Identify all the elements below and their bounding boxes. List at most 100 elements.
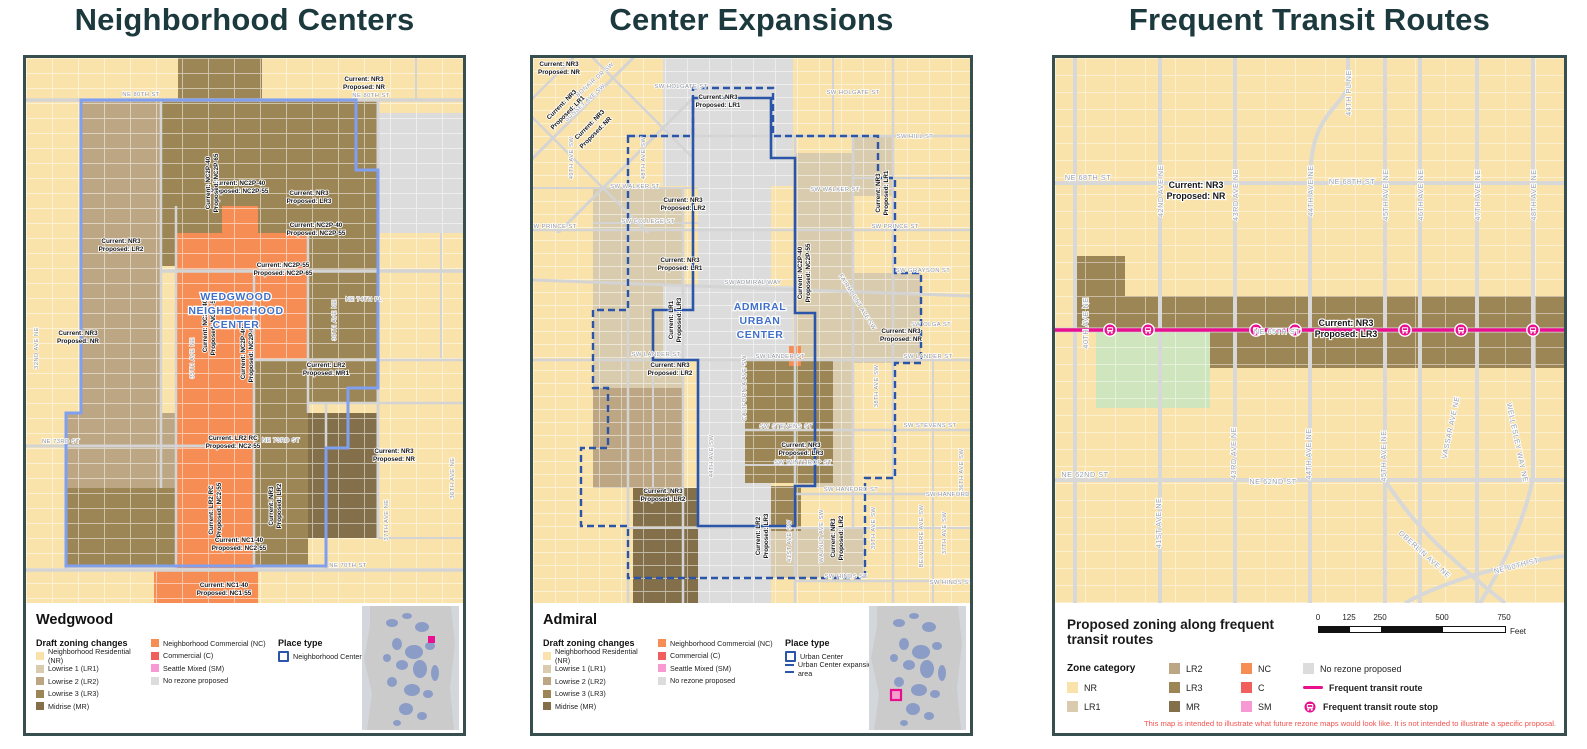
scale-segment bbox=[1319, 627, 1350, 632]
legend-item: LR3 bbox=[1169, 682, 1241, 693]
legend-column: Draft zoning changes Neighborhood Reside… bbox=[36, 637, 142, 713]
zone-label: Proposed: LR1 bbox=[696, 102, 741, 109]
street-label: NE 75TH ST bbox=[259, 264, 296, 270]
legend-label: Neighborhood Center bbox=[293, 651, 362, 661]
zone-label: Proposed: NC2P-65 bbox=[213, 153, 220, 212]
disclaimer-text: This map is intended to illustrate what … bbox=[1144, 719, 1556, 728]
scale-tick: 0 bbox=[1315, 613, 1321, 622]
zone-label: Current: NR3 bbox=[663, 197, 703, 204]
street-label: SW STEVENS ST bbox=[904, 423, 957, 429]
transit-legend: Proposed zoning along frequent transit r… bbox=[1055, 603, 1564, 733]
legend-label: NC bbox=[1258, 663, 1271, 674]
legend-column: Place type Urban Center Urban Center exp… bbox=[785, 637, 891, 713]
lr3-swatch bbox=[1169, 682, 1180, 693]
street-label: NE 80TH ST bbox=[352, 93, 389, 99]
norezone-swatch bbox=[1303, 663, 1314, 674]
urban-center-boundary bbox=[651, 96, 817, 528]
zone-label: Current: NR3 bbox=[781, 442, 821, 449]
svg-text:CENTER: CENTER bbox=[213, 319, 260, 331]
zone-label: Current: LR2 RC bbox=[208, 485, 215, 535]
legend-label: Lowrise 3 (LR3) bbox=[555, 689, 606, 699]
zone-label: Proposed: LR2 bbox=[838, 515, 845, 560]
scale-bar: 0 125 250 500 750 Feet bbox=[1315, 613, 1550, 643]
street-label: 43RD AVE NE bbox=[1229, 427, 1238, 479]
zone-label: Proposed: NC1-55 bbox=[197, 590, 252, 597]
street-label: NE 80TH ST bbox=[122, 92, 159, 98]
scale-tick: 250 bbox=[1373, 613, 1387, 622]
street-label: SW WALKER ST bbox=[810, 187, 860, 193]
scale-tick: 750 bbox=[1497, 613, 1511, 622]
transit-stop-icon bbox=[1454, 323, 1468, 337]
norezone-swatch bbox=[151, 676, 159, 685]
zone-label: Current: NR3 bbox=[1319, 318, 1374, 328]
street-label: SW OLGA ST bbox=[911, 322, 951, 328]
zone-label: Proposed: LR3 bbox=[779, 450, 824, 457]
zone-label: Proposed: NC2-55 bbox=[216, 482, 223, 537]
legend-item: Neighborhood Residential (NR) bbox=[36, 647, 142, 665]
zone-label: Current: NC2P-40 bbox=[797, 246, 804, 299]
panel-frequent-transit-routes: Frequent Transit Routes bbox=[1052, 0, 1567, 749]
legend-item: LR1 bbox=[1067, 701, 1169, 712]
wedgwood-legend: Wedgwood Draft zoning changes Neighborho… bbox=[26, 603, 463, 733]
street-label: SW HOLGATE ST bbox=[654, 84, 707, 90]
zone-label: Current: NR3 bbox=[650, 362, 690, 369]
zone-label: Current: NC1-40 bbox=[200, 582, 249, 589]
street-label: 47TH AVE NE bbox=[1473, 169, 1482, 220]
zone-label: Current: NR3 bbox=[698, 94, 738, 101]
zone-category-legend: Zone category LR2 NC No rezone proposed … bbox=[1067, 659, 1552, 716]
zone-label: Proposed: NC2P-55 bbox=[805, 243, 812, 302]
street-label: SW HANFORD ST bbox=[824, 487, 879, 493]
street-label: 39TH AVE SW bbox=[871, 507, 877, 550]
mr-swatch bbox=[543, 702, 551, 711]
legend-title: Proposed zoning along frequent transit r… bbox=[1067, 617, 1274, 647]
c-swatch bbox=[1241, 682, 1252, 693]
street-label: 45TH AVE NE bbox=[1381, 169, 1390, 220]
wedgwood-map: NE 80TH ST NE 80TH ST NE 75TH ST NE 74TH… bbox=[26, 58, 463, 603]
zone-label: Proposed: NC2P-55 bbox=[210, 296, 217, 355]
location-marker bbox=[889, 688, 903, 702]
c-swatch bbox=[658, 651, 666, 660]
zone-label: Current: NR3 bbox=[660, 257, 700, 264]
street-label: 38TH AVE SW bbox=[874, 365, 880, 408]
zone-label: Current: NR3 bbox=[539, 61, 579, 68]
nc-swatch bbox=[1241, 663, 1252, 674]
zone-label: Proposed: LR1 bbox=[658, 265, 703, 272]
street-label: NE 62ND ST bbox=[1061, 470, 1108, 479]
zone-label: Current: NC2P-40 bbox=[202, 299, 209, 352]
street-label: SW PRINCE ST bbox=[871, 224, 918, 230]
urban-center-expansion-boundary bbox=[579, 86, 923, 580]
svg-text:WEDGWOOD: WEDGWOOD bbox=[200, 291, 271, 303]
lr2-swatch bbox=[1169, 663, 1180, 674]
legend-header: Draft zoning changes bbox=[543, 638, 635, 648]
legend-item: Urban Center expansion area bbox=[785, 660, 891, 678]
street-label: NE 70TH ST bbox=[329, 563, 366, 569]
c-swatch bbox=[151, 651, 159, 660]
nr-swatch bbox=[543, 652, 551, 661]
street-label: SW HOLGATE ST bbox=[826, 90, 879, 96]
street-label: NE 73RD ST bbox=[262, 438, 300, 444]
street-label: 40TH AVE NE bbox=[1081, 297, 1090, 348]
page-title: Neighborhood Centers bbox=[74, 2, 415, 37]
street-label: 48TH AVE NE bbox=[1529, 169, 1538, 220]
legend-item: NC bbox=[1241, 663, 1303, 674]
zone-label: Proposed: NC2P-65 bbox=[254, 270, 313, 277]
zone-label: Proposed: NC2P-55 bbox=[210, 188, 269, 195]
lr2-swatch bbox=[36, 677, 44, 686]
admiral-legend: Admiral Draft zoning changes Neighborhoo… bbox=[533, 603, 970, 733]
zone-label: Proposed: NC2P-55 bbox=[287, 230, 346, 237]
lr3-swatch bbox=[36, 689, 44, 698]
zone-label: Current: NR3 bbox=[1169, 180, 1224, 190]
legend-label: Urban Center bbox=[800, 651, 844, 661]
legend-item: No rezone proposed bbox=[658, 675, 776, 688]
zone-label: Current: NC2P-40 bbox=[290, 222, 343, 229]
scale-tick: 500 bbox=[1435, 613, 1449, 622]
street-label: NE 62ND ST bbox=[1249, 477, 1296, 486]
transit-stop-icon bbox=[1288, 323, 1302, 337]
legend-item: Lowrise 3 (LR3) bbox=[36, 688, 142, 701]
sm-swatch bbox=[151, 664, 159, 673]
admiral-map-frame: SW HOLGATE ST SW HOLGATE ST SW HILL ST S… bbox=[530, 55, 973, 736]
zone-label: Current: NR3 bbox=[101, 238, 141, 245]
legend-item: Seattle Mixed (SM) bbox=[151, 662, 269, 675]
zone-label: Current: NC1-40 bbox=[215, 537, 264, 544]
street-label: 44TH AVE NE bbox=[1304, 428, 1313, 479]
